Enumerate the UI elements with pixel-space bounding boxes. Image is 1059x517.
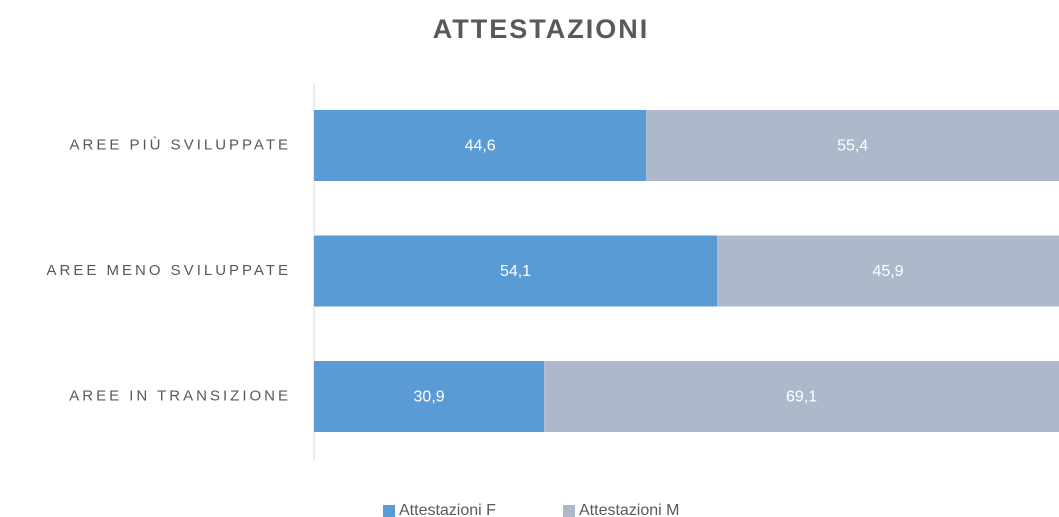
bar-segment: [544, 361, 1059, 432]
legend-label: Attestazioni M: [579, 502, 679, 517]
data-label: 45,9: [872, 263, 903, 280]
chart-title: ATTESTAZIONI: [433, 14, 649, 44]
bar-segment: [314, 235, 718, 307]
y-tick-label: AREE IN TRANSIZIONE: [69, 387, 291, 404]
legend-label: Attestazioni F: [399, 502, 496, 517]
data-label: 55,4: [837, 138, 868, 155]
data-label: 30,9: [414, 389, 445, 406]
legend-swatch: [383, 505, 395, 517]
y-tick-label: AREE MENO SVILUPPATE: [47, 262, 292, 279]
legend-swatch: [563, 505, 575, 517]
bar-segment: [314, 361, 545, 432]
bar-segment: [314, 110, 647, 181]
data-label: 44,6: [465, 138, 496, 155]
data-label: 54,1: [500, 263, 531, 280]
y-tick-label: AREE PIÙ SVILUPPATE: [70, 136, 292, 153]
bar-segment: [717, 235, 1059, 307]
bar-segment: [646, 110, 1059, 181]
data-label: 69,1: [786, 389, 817, 406]
